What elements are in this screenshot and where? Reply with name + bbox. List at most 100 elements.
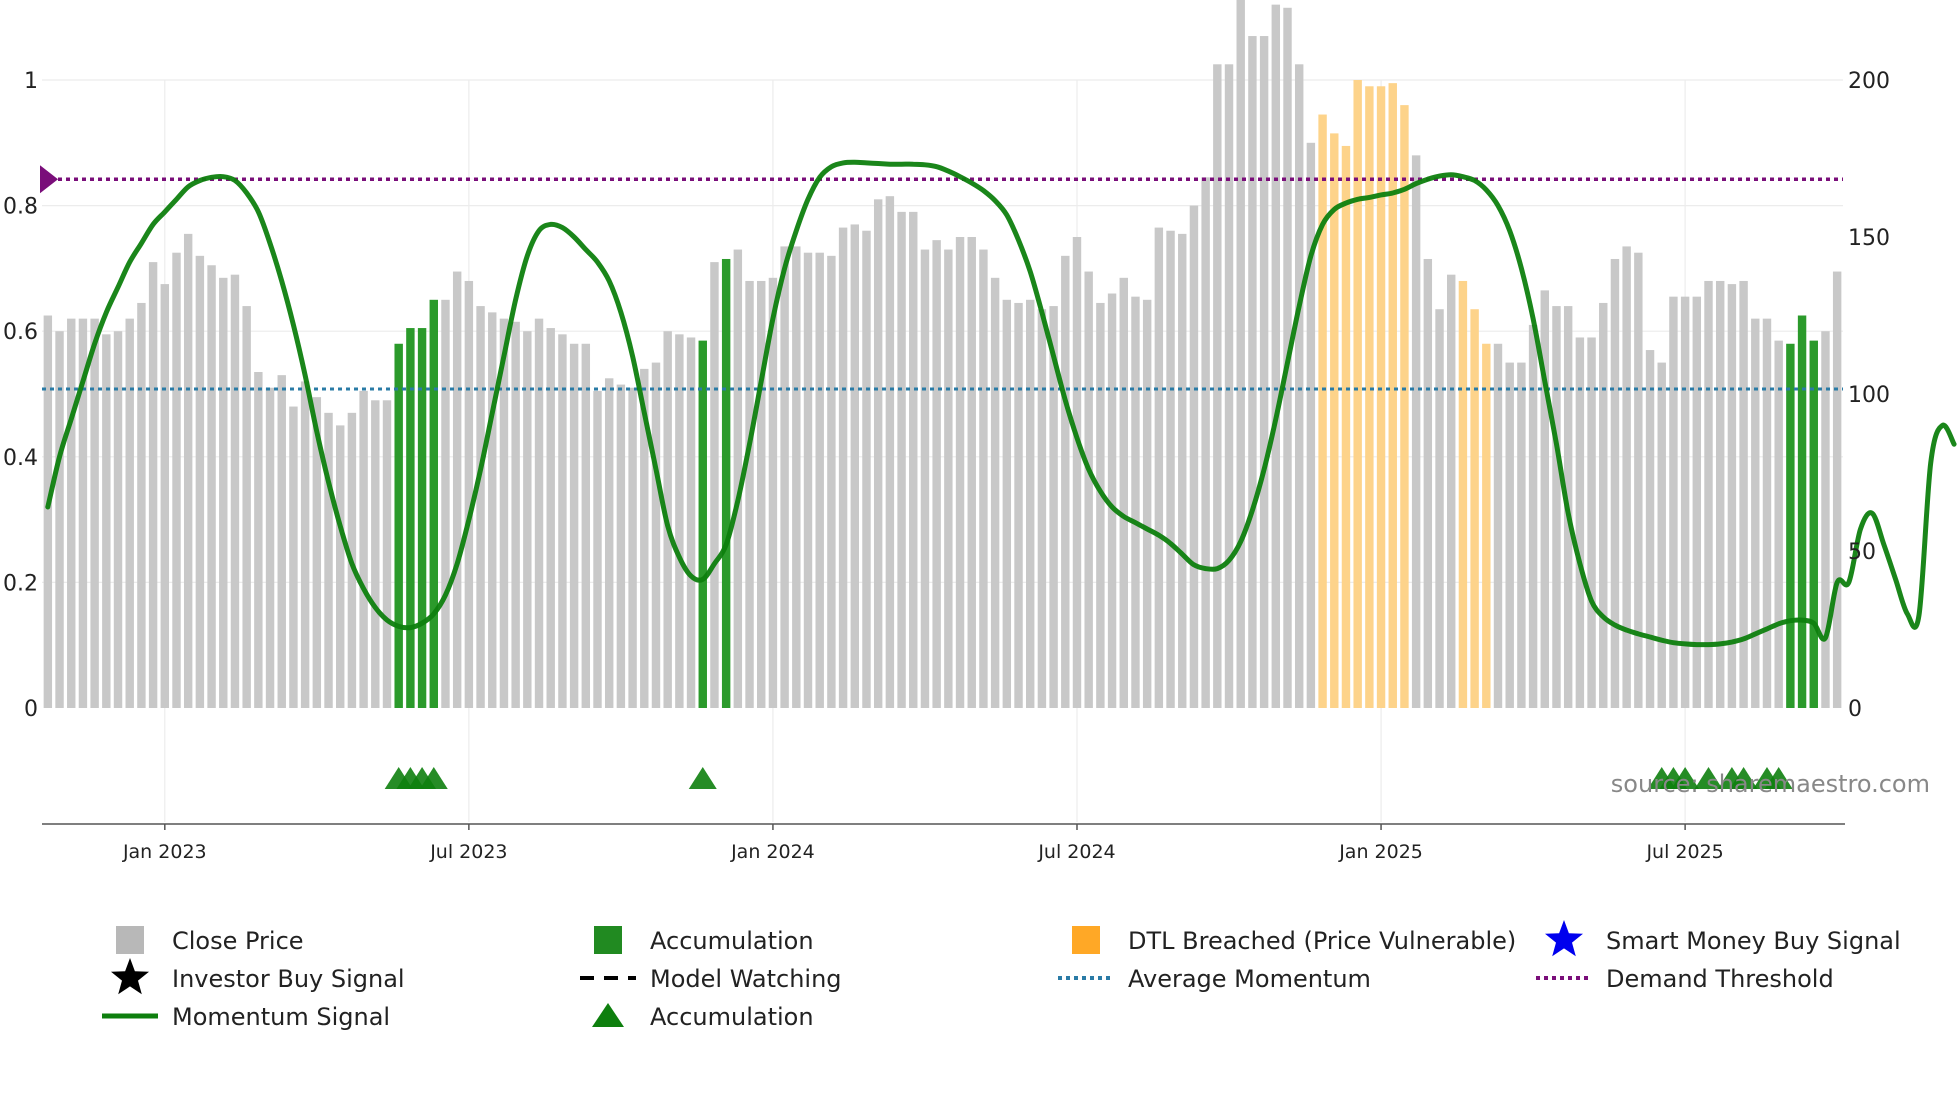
close-price-bar bbox=[1131, 296, 1140, 708]
dtl-breached-bar bbox=[1353, 80, 1362, 708]
legend-label: Accumulation bbox=[650, 1003, 814, 1031]
y-left-tick-label: 0.8 bbox=[3, 195, 38, 220]
close-price-bar bbox=[464, 280, 474, 708]
legend-item-accumulation-bar: Accumulation bbox=[594, 926, 814, 955]
close-price-bar bbox=[90, 318, 99, 708]
close-price-bar bbox=[534, 318, 544, 708]
legend-triangle-icon bbox=[592, 1003, 624, 1027]
close-price-bar bbox=[1528, 324, 1538, 708]
legend-swatch bbox=[594, 926, 622, 954]
dtl-breached-bar bbox=[1470, 309, 1479, 708]
close-price-bar bbox=[920, 249, 930, 708]
dtl-breached-bar bbox=[1458, 280, 1468, 708]
accumulation-bar bbox=[1797, 315, 1807, 708]
legend-label: Accumulation bbox=[650, 927, 814, 955]
legend-item-close-price: Close Price bbox=[116, 926, 304, 955]
close-price-bar bbox=[1142, 299, 1152, 708]
close-price-bar bbox=[686, 337, 696, 708]
y-left-tick-label: 0 bbox=[24, 697, 38, 722]
close-price-bar bbox=[499, 318, 509, 708]
legend-swatch bbox=[116, 926, 144, 954]
x-tick-label: Jan 2024 bbox=[730, 841, 815, 863]
close-price-bar bbox=[815, 252, 824, 708]
close-price-bar bbox=[183, 233, 193, 709]
close-price-bar bbox=[838, 227, 848, 708]
close-price-bar bbox=[675, 334, 684, 708]
close-price-bar bbox=[546, 328, 555, 708]
close-price-bar bbox=[768, 277, 778, 708]
x-tick-label: Jul 2024 bbox=[1037, 841, 1115, 863]
close-price-bar bbox=[1634, 252, 1643, 708]
close-price-bar bbox=[873, 199, 883, 708]
close-price-bar bbox=[558, 334, 567, 708]
close-price-bar bbox=[242, 306, 251, 708]
close-price-bar bbox=[1072, 237, 1082, 708]
close-price-bar bbox=[932, 240, 941, 708]
close-price-bar bbox=[207, 265, 216, 708]
reference-lines bbox=[40, 165, 1843, 391]
close-price-bar bbox=[1259, 36, 1269, 709]
close-price-bar bbox=[1201, 177, 1210, 709]
close-price-bar bbox=[1189, 205, 1199, 708]
close-price-bar bbox=[1575, 337, 1585, 708]
x-tick-label: Jan 2025 bbox=[1338, 841, 1423, 863]
close-price-bar bbox=[277, 375, 286, 708]
close-price-bar bbox=[488, 312, 497, 708]
close-price-bar bbox=[1610, 258, 1620, 708]
momentum-signal-line bbox=[45, 159, 1957, 648]
close-price-bar bbox=[55, 331, 64, 708]
close-price-bar bbox=[1423, 258, 1433, 708]
close-price-bar bbox=[1715, 280, 1725, 708]
price-bars bbox=[43, 0, 1842, 709]
close-price-bar bbox=[1213, 64, 1222, 709]
close-price-bar bbox=[1435, 309, 1444, 708]
close-price-bar bbox=[1411, 155, 1421, 709]
close-price-bar bbox=[1669, 296, 1678, 708]
close-price-bar bbox=[1622, 246, 1631, 709]
close-price-bar bbox=[1236, 0, 1245, 708]
accumulation-bar bbox=[406, 328, 415, 708]
grid-lines bbox=[42, 79, 1843, 822]
close-price-bar bbox=[1271, 4, 1281, 708]
close-price-bar bbox=[1540, 290, 1549, 708]
close-price-bar bbox=[371, 400, 380, 708]
legend-swatch bbox=[1072, 926, 1100, 954]
close-price-bar bbox=[803, 252, 813, 708]
y-right-tick-label: 50 bbox=[1848, 540, 1876, 565]
close-price-bar bbox=[1306, 142, 1316, 709]
close-price-bar bbox=[569, 343, 579, 708]
y-left-tick-label: 1 bbox=[24, 69, 38, 94]
close-price-bar bbox=[1751, 318, 1760, 708]
close-price-bar bbox=[1294, 64, 1304, 709]
close-price-bar bbox=[324, 412, 333, 708]
dtl-breached-bar bbox=[1341, 145, 1351, 708]
accumulation-bar bbox=[417, 328, 427, 708]
close-price-bar bbox=[651, 362, 661, 708]
accumulation-bar bbox=[1809, 340, 1818, 708]
legend-item-avg-momentum: Average Momentum bbox=[1058, 965, 1371, 993]
legend-star-icon bbox=[111, 958, 149, 995]
legend-item-investor: Investor Buy Signal bbox=[111, 958, 405, 995]
y-right-tick-label: 0 bbox=[1848, 697, 1862, 722]
close-price-bar bbox=[1049, 306, 1058, 708]
close-price-bar bbox=[1166, 230, 1175, 708]
close-price-bar bbox=[757, 280, 766, 708]
demand-threshold-marker bbox=[40, 165, 58, 194]
close-price-bar bbox=[1178, 233, 1187, 709]
close-price-bar bbox=[1762, 318, 1772, 708]
close-price-bar bbox=[289, 406, 298, 708]
close-price-bar bbox=[523, 331, 532, 708]
close-price-bar bbox=[640, 368, 649, 708]
accumulation-marker bbox=[1671, 767, 1700, 789]
close-price-bar bbox=[1002, 299, 1012, 708]
close-price-bar bbox=[1107, 293, 1117, 708]
close-price-bar bbox=[476, 306, 485, 708]
close-price-bar bbox=[710, 262, 719, 708]
close-price-bar bbox=[172, 252, 181, 708]
close-price-bar bbox=[967, 237, 976, 708]
momentum-signal-series bbox=[45, 159, 1957, 648]
x-tick-label: Jul 2023 bbox=[429, 841, 507, 863]
close-price-bar bbox=[160, 284, 170, 708]
close-price-bar bbox=[1119, 277, 1128, 708]
close-price-bar bbox=[1739, 280, 1748, 708]
